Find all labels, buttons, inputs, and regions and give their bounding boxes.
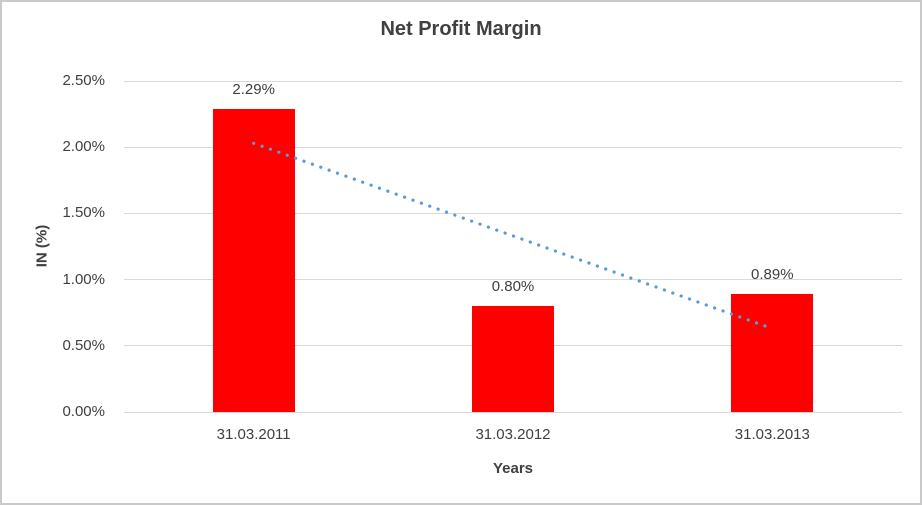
bar-data-label: 2.29%: [232, 80, 275, 98]
y-tick-label: 2.50%: [62, 72, 105, 89]
gridline: [124, 411, 902, 413]
x-tick-label: 31.03.2011: [216, 426, 291, 443]
bar[interactable]: [472, 306, 554, 412]
bar-data-label: 0.80%: [491, 278, 535, 296]
chart-title: Net Profit Margin: [380, 18, 542, 40]
gridline: [124, 80, 902, 82]
y-tick-label: 1.50%: [62, 204, 105, 222]
y-axis-title: IN (%): [33, 224, 51, 268]
bar-data-label: 0.89%: [751, 266, 794, 284]
trendline-dotted-segment[interactable]: [252, 141, 774, 331]
x-tick-label: 31.03.2012: [475, 426, 551, 443]
bar[interactable]: [212, 108, 295, 412]
y-tick-label: 0.00%: [62, 403, 105, 420]
y-tick-label: 0.50%: [62, 336, 105, 354]
y-tick-label: 2.00%: [62, 138, 105, 156]
bar[interactable]: [731, 294, 814, 412]
x-tick-label: 31.03.2013: [734, 426, 810, 443]
y-tick-label: 1.00%: [62, 270, 105, 288]
x-axis-title: Years: [492, 460, 534, 477]
